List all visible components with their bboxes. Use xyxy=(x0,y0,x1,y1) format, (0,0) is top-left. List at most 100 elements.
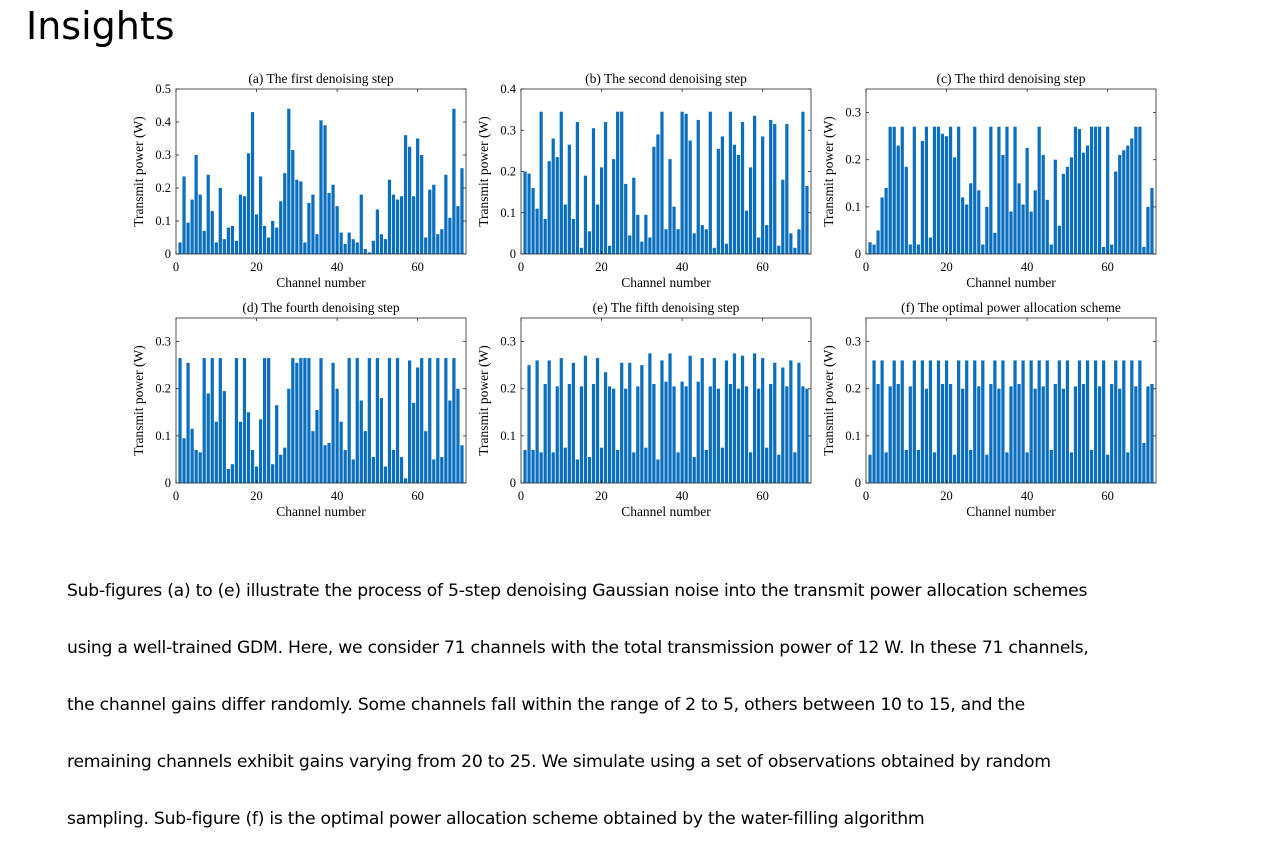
bar xyxy=(672,386,676,483)
caption-line: sampling. Sub-figure (f) is the optimal … xyxy=(67,808,925,829)
bar xyxy=(1045,360,1049,483)
bar xyxy=(888,386,892,483)
bar xyxy=(884,188,888,254)
x-tick-label: 20 xyxy=(940,489,953,503)
chart-panel-b: (b) The second denoising step 0 0.1 0.2 0.3 0… xyxy=(476,67,821,299)
bar xyxy=(924,126,929,254)
bar xyxy=(700,358,704,483)
bar xyxy=(271,464,275,483)
bar xyxy=(547,360,551,483)
chart-panel-a: (a) The first denoising step 0 0.1 0.2 0.3 0.… xyxy=(131,67,476,299)
bar xyxy=(375,209,379,254)
bar xyxy=(238,194,243,254)
bar xyxy=(299,358,303,483)
bar xyxy=(953,157,957,254)
y-tick-label: 0.2 xyxy=(500,165,516,179)
bar xyxy=(648,353,652,483)
bar xyxy=(936,126,941,254)
bar xyxy=(676,229,680,254)
bar xyxy=(801,386,805,483)
bar xyxy=(351,459,355,483)
bar xyxy=(732,144,737,254)
bar xyxy=(720,136,724,254)
bar xyxy=(664,381,668,483)
bar xyxy=(884,452,888,483)
bar xyxy=(957,126,961,254)
bar xyxy=(644,447,648,483)
bar xyxy=(222,391,226,483)
caption-line: the channel gains differ randomly. Some … xyxy=(67,694,1025,715)
bar xyxy=(440,229,444,254)
bar xyxy=(797,362,801,483)
bar xyxy=(961,388,965,483)
x-tick-label: 0 xyxy=(173,489,179,503)
bar xyxy=(740,122,745,254)
bar xyxy=(555,157,559,254)
plot-area-frame xyxy=(865,317,1157,484)
x-axis-label: Channel number xyxy=(276,504,366,519)
bar xyxy=(424,431,428,483)
bar xyxy=(696,381,700,483)
bar xyxy=(973,126,977,254)
bar xyxy=(291,358,295,483)
bar xyxy=(684,386,688,483)
bar xyxy=(551,138,555,254)
bar xyxy=(420,155,424,254)
y-tick-label: 0.5 xyxy=(155,82,171,96)
y-tick-label: 0.2 xyxy=(845,153,861,167)
bar xyxy=(355,358,359,483)
x-axis-label: Channel number xyxy=(966,275,1056,290)
bar xyxy=(1025,452,1029,483)
bar xyxy=(323,125,327,254)
bar xyxy=(456,206,460,254)
bar xyxy=(555,386,559,483)
bar xyxy=(652,384,656,483)
bar xyxy=(769,119,773,254)
bar xyxy=(1142,246,1146,254)
bar xyxy=(892,360,896,483)
bar xyxy=(335,206,339,254)
bar xyxy=(761,136,765,254)
bar xyxy=(1126,452,1130,483)
bar xyxy=(254,466,259,483)
chart-title: (d) The fourth denoising step xyxy=(242,300,399,315)
bar xyxy=(936,360,941,483)
bar xyxy=(258,176,263,254)
bar xyxy=(716,388,720,483)
bar xyxy=(307,358,311,483)
y-axis-label: Transmit power (W) xyxy=(131,116,146,227)
bar xyxy=(279,201,283,254)
bar xyxy=(1049,244,1053,254)
bar xyxy=(559,358,563,483)
bar xyxy=(781,367,785,483)
bar xyxy=(287,108,291,254)
bar xyxy=(1021,360,1025,483)
bar xyxy=(202,358,206,483)
bar xyxy=(616,111,620,254)
bar xyxy=(1138,360,1142,483)
bar xyxy=(1057,225,1061,254)
bar xyxy=(1021,204,1025,254)
bar xyxy=(263,358,267,483)
bar xyxy=(408,360,412,483)
bar xyxy=(591,128,596,254)
bar xyxy=(395,199,400,254)
bar xyxy=(920,360,924,483)
bar xyxy=(359,400,363,483)
bar xyxy=(267,358,271,483)
bar xyxy=(948,126,953,254)
bar-chart: (d) The fourth denoising step 0 0.1 0.2 0.3 0… xyxy=(131,300,467,519)
bar xyxy=(628,235,632,254)
bar xyxy=(1118,388,1122,483)
bar xyxy=(712,247,716,254)
bar xyxy=(704,450,708,483)
bar xyxy=(757,237,761,254)
chart-panel-e: (e) The fifth denoising step 0 0.1 0.2 0.3 0 2… xyxy=(476,296,821,528)
y-tick-label: 0.3 xyxy=(845,335,861,349)
bar xyxy=(676,452,680,483)
bar xyxy=(1025,147,1029,254)
bar xyxy=(295,362,299,483)
bar xyxy=(1005,126,1009,254)
bar xyxy=(452,358,456,483)
bar xyxy=(880,360,884,483)
